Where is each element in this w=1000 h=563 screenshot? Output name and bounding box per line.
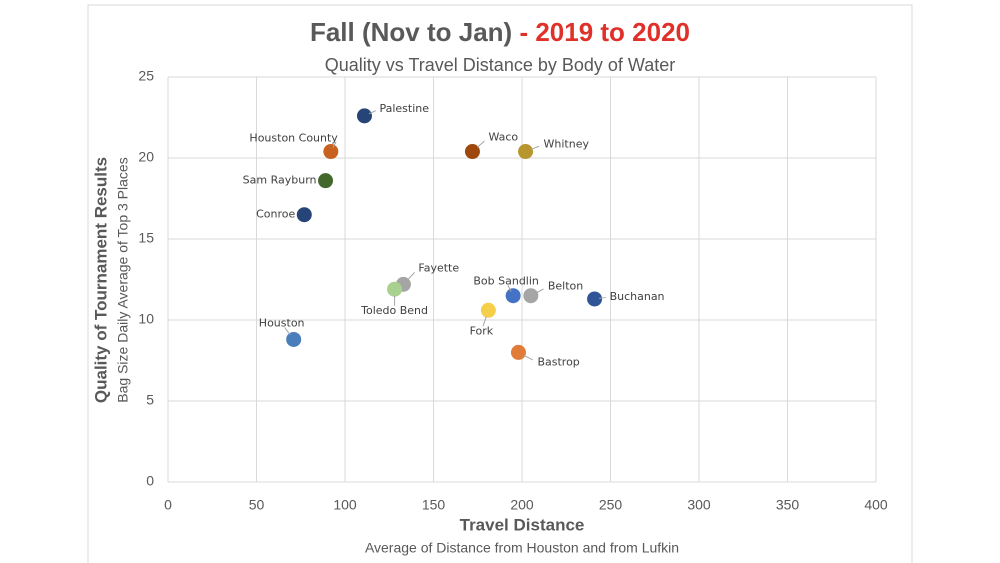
leader-line xyxy=(599,296,606,299)
point xyxy=(587,291,603,307)
point-label: Palestine xyxy=(379,102,429,115)
title-highlight: - 2019 to 2020 xyxy=(519,17,690,47)
x-tick-label: 400 xyxy=(864,497,888,513)
x-tick-label: 0 xyxy=(164,497,172,513)
point xyxy=(510,344,526,360)
y-axis-title: Quality of Tournament Results xyxy=(91,157,110,403)
point-label: Fayette xyxy=(418,261,459,274)
y-tick-label: 5 xyxy=(146,392,154,408)
x-tick-label: 250 xyxy=(599,497,623,513)
x-tick-label: 300 xyxy=(687,497,711,513)
point-label: Sam Rayburn xyxy=(243,174,317,187)
chart-subtitle: Quality vs Travel Distance by Body of Wa… xyxy=(325,55,675,75)
y-tick-label: 0 xyxy=(146,473,154,489)
leader-line xyxy=(284,327,291,335)
x-tick-label: 200 xyxy=(510,497,534,513)
point xyxy=(318,173,334,189)
leader-line xyxy=(523,354,533,361)
point-label: Bastrop xyxy=(537,355,579,368)
chart-title: Fall (Nov to Jan) - 2019 to 2020 xyxy=(310,17,690,47)
y-tick-label: 20 xyxy=(138,149,154,165)
x-axis-title: Travel Distance xyxy=(460,515,585,534)
point-label: Conroe xyxy=(256,208,295,221)
point xyxy=(387,281,403,297)
point xyxy=(356,108,372,124)
leader-line xyxy=(482,316,487,327)
y-tick-label: 25 xyxy=(138,68,154,84)
x-tick-label: 100 xyxy=(333,497,357,513)
leader-line xyxy=(535,288,544,294)
point xyxy=(505,288,521,304)
y-axis-subtitle: Bag Size Daily Average of Top 3 Places xyxy=(115,157,131,402)
x-tick-label: 50 xyxy=(249,497,265,513)
point xyxy=(464,144,480,160)
point-label: Houston xyxy=(259,316,305,329)
x-axis-subtitle: Average of Distance from Houston and fro… xyxy=(365,540,679,556)
point-label: Fork xyxy=(470,324,494,337)
point xyxy=(323,144,339,160)
chart-border xyxy=(87,4,913,563)
leader-line xyxy=(530,145,540,150)
x-tick-label: 150 xyxy=(422,497,446,513)
leader-line xyxy=(476,140,485,148)
point xyxy=(523,288,539,304)
title-main: Fall (Nov to Jan) xyxy=(310,17,512,47)
point-label: Toledo Bend xyxy=(360,304,428,317)
point-label: Bob Sandlin xyxy=(473,275,539,288)
leader-line xyxy=(507,284,512,292)
y-tick-label: 10 xyxy=(138,311,154,327)
leader-line xyxy=(332,141,337,148)
point-label: Buchanan xyxy=(610,290,665,303)
point xyxy=(286,331,302,347)
point-label: Belton xyxy=(548,280,583,293)
x-tick-label: 350 xyxy=(776,497,800,513)
leader-line xyxy=(368,110,376,115)
point xyxy=(296,207,312,223)
point xyxy=(480,302,496,318)
point xyxy=(518,144,534,160)
y-tick-label: 15 xyxy=(138,230,154,246)
point-label: Waco xyxy=(488,131,518,144)
point-label: Houston County xyxy=(249,132,338,145)
point-label: Whitney xyxy=(544,138,590,151)
leader-line xyxy=(407,272,416,280)
